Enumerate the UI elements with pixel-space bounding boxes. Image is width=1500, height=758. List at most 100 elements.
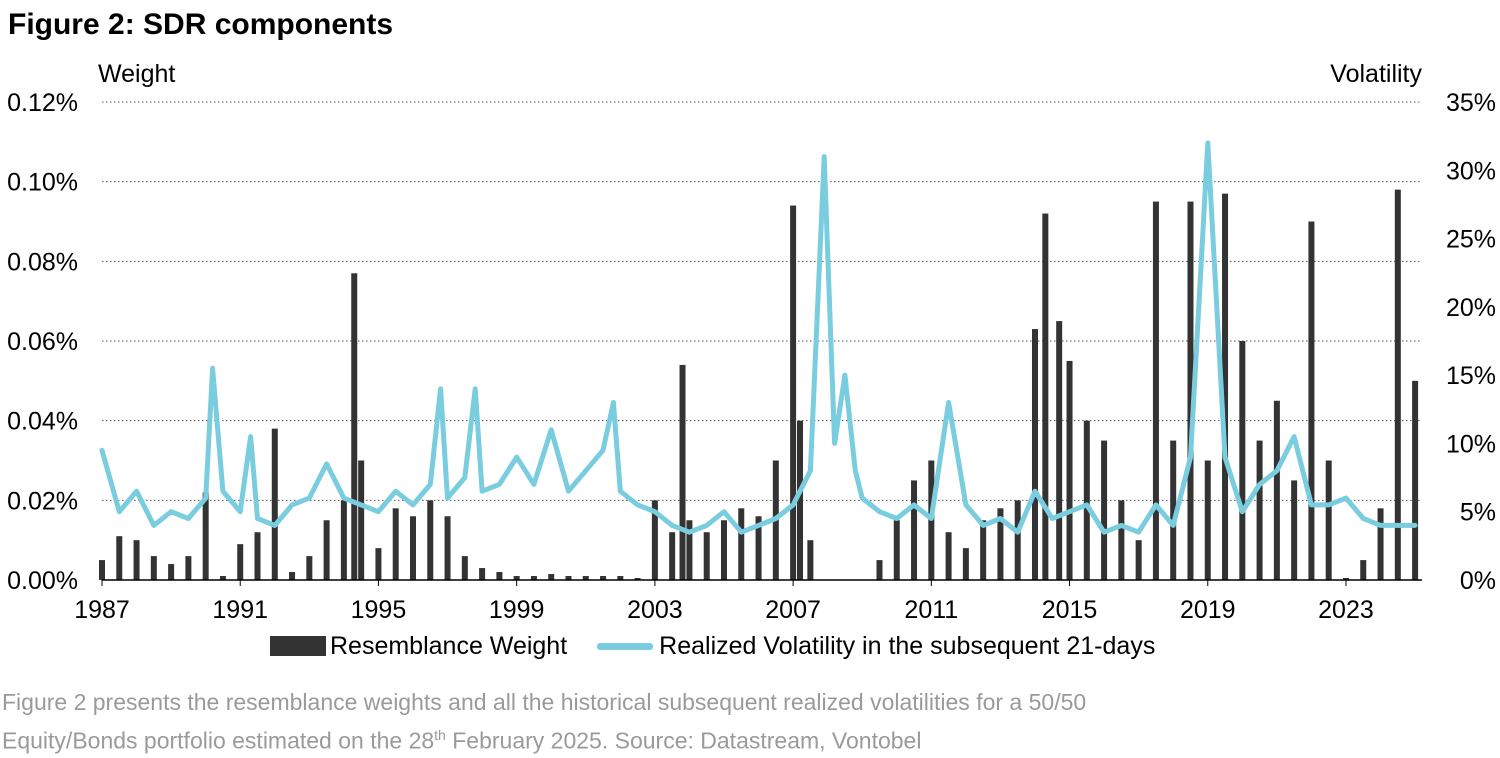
caption-line-2-start: Equity/Bonds portfolio estimated on the … <box>2 727 435 754</box>
weight-bar <box>582 576 589 580</box>
weight-bar <box>323 520 330 580</box>
right-axis-label: Volatility <box>1330 60 1422 88</box>
weight-bar <box>669 532 676 580</box>
caption-line-2: Equity/Bonds portfolio estimated on the … <box>2 719 1492 758</box>
weight-bar <box>444 516 451 580</box>
x-tick-label: 2023 <box>1318 596 1374 624</box>
legend-swatch-volatility <box>597 642 654 650</box>
weight-bar <box>1360 560 1367 580</box>
weight-bar <box>375 548 382 580</box>
weight-bar <box>807 540 814 580</box>
weight-bar <box>997 508 1004 580</box>
x-tick-label: 1987 <box>74 596 130 624</box>
right-tick-label: 0% <box>1460 567 1496 595</box>
x-tick-label: 2003 <box>627 596 683 624</box>
weight-bar <box>755 516 762 580</box>
weight-bar <box>351 273 358 580</box>
weight-bar <box>237 544 244 580</box>
x-tick-label: 1999 <box>489 596 545 624</box>
x-tick-label: 2019 <box>1180 596 1236 624</box>
weight-bar <box>797 420 804 580</box>
weight-bar <box>1187 201 1194 581</box>
weight-bar <box>479 568 486 580</box>
weight-bar <box>219 576 226 580</box>
weight-bar <box>340 500 347 580</box>
weight-bar <box>703 532 710 580</box>
volatility-line <box>99 140 1418 535</box>
weight-bar <box>133 540 140 580</box>
weight-bar <box>1394 189 1401 580</box>
right-tick-label: 25% <box>1446 226 1496 254</box>
figure-caption: Figure 2 presents the resemblance weight… <box>2 686 1492 758</box>
weight-bar <box>686 520 693 580</box>
right-tick-label: 30% <box>1446 157 1496 185</box>
weight-bar <box>530 576 537 580</box>
weight-bar <box>1152 201 1159 581</box>
figure-title: Figure 2: SDR components <box>8 8 394 41</box>
x-tick-label: 2015 <box>1042 596 1098 624</box>
weight-bar <box>461 556 468 580</box>
right-tick-label: 10% <box>1446 430 1496 458</box>
weight-bar <box>945 532 952 580</box>
weight-bar <box>1239 341 1246 580</box>
weight-bar <box>150 556 157 580</box>
left-tick-label: 0.12% <box>7 89 78 117</box>
caption-superscript: th <box>434 727 446 743</box>
legend-item-weight: Resemblance Weight <box>270 632 567 661</box>
x-tick-label: 2011 <box>904 596 958 624</box>
weight-bar <box>1342 578 1349 580</box>
weight-bar <box>634 578 641 580</box>
weight-bar <box>980 520 987 580</box>
weight-bar <box>1291 480 1298 580</box>
weight-bar <box>1170 440 1177 580</box>
weight-bar <box>427 500 434 580</box>
weight-bar <box>1101 440 1108 580</box>
weight-bar <box>1135 540 1142 580</box>
weight-bar <box>409 516 416 580</box>
left-tick-label: 0.02% <box>7 487 78 515</box>
weight-bar <box>1083 420 1090 580</box>
right-tick-label: 20% <box>1446 294 1496 322</box>
weight-bar <box>168 564 175 580</box>
weight-bar <box>600 576 607 580</box>
weight-bar <box>1066 360 1073 580</box>
weight-bar <box>289 572 296 580</box>
weight-bar <box>306 556 313 580</box>
x-tick-label: 1995 <box>351 596 407 624</box>
left-tick-label: 0.06% <box>7 328 78 356</box>
weight-bar <box>1222 193 1229 580</box>
left-tick-label: 0.04% <box>7 408 78 436</box>
x-tick-label: 1991 <box>212 596 268 624</box>
weight-bar <box>1031 329 1038 580</box>
weight-bar <box>1325 460 1332 580</box>
legend-label-volatility: Realized Volatility in the subsequent 21… <box>659 631 1156 660</box>
legend-swatch-weight <box>270 636 326 656</box>
x-tick-label: 2007 <box>765 596 821 624</box>
sdr-components-chart: 0.00% 0.02% 0.04% 0.06% 0.08% 0.10% 0.12% 0% 5% 1… <box>7 89 1496 624</box>
right-tick-label: 35% <box>1446 89 1496 117</box>
weight-bar <box>876 560 883 580</box>
left-tick-label: 0.10% <box>7 169 78 197</box>
weight-bar <box>1377 508 1384 580</box>
weight-bar <box>496 572 503 580</box>
caption-line-1: Figure 2 presents the resemblance weight… <box>2 689 1087 715</box>
weight-bar <box>358 460 365 580</box>
left-tick-label: 0.00% <box>7 567 78 595</box>
weight-bar <box>116 536 123 580</box>
weight-bar <box>679 364 686 580</box>
weight-bar <box>720 520 727 580</box>
weight-bar <box>271 428 278 580</box>
weight-bar <box>651 500 658 580</box>
left-tick-label: 0.08% <box>7 248 78 276</box>
weight-bar <box>911 480 918 580</box>
weight-bar <box>1273 400 1280 580</box>
right-tick-label: 5% <box>1460 499 1496 527</box>
weight-bar <box>790 205 797 581</box>
left-axis-label: Weight <box>98 60 176 88</box>
weight-bar <box>1014 500 1021 580</box>
weight-bar <box>738 508 745 580</box>
weight-bar <box>1056 321 1063 580</box>
weight-bar <box>202 492 209 580</box>
weight-bar <box>548 574 555 580</box>
weight-bar <box>513 576 520 580</box>
